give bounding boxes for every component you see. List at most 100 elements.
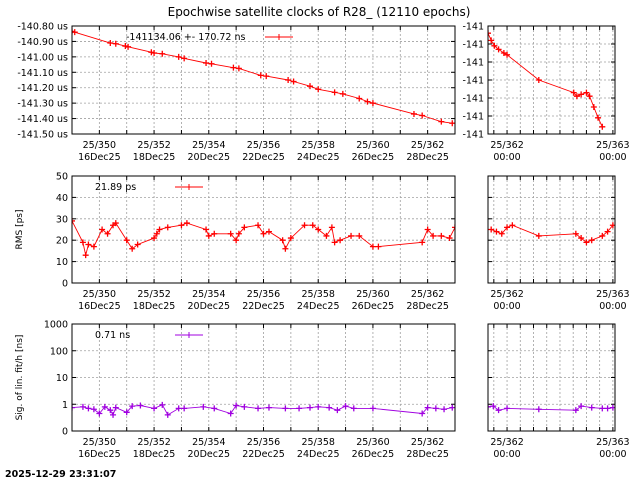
legend-marker: [186, 184, 192, 190]
data-point: [208, 60, 215, 67]
data-point: [334, 407, 341, 414]
data-point: [279, 237, 286, 244]
data-point: [255, 222, 262, 229]
data-point: [452, 224, 455, 231]
data-point: [263, 73, 270, 80]
data-point: [572, 230, 579, 237]
x-tick-sublabel: 24Dec25: [297, 301, 340, 312]
data-point: [178, 222, 185, 229]
data-point: [586, 93, 593, 100]
y-tick-label: -141.30 us: [17, 99, 68, 110]
data-point: [356, 95, 363, 102]
data-point: [430, 232, 437, 239]
data-point: [315, 403, 322, 410]
data-point: [265, 228, 272, 235]
data-point: [112, 220, 119, 227]
data-point: [348, 232, 355, 239]
data-point: [282, 245, 289, 252]
data-point: [285, 77, 292, 83]
data-point: [282, 405, 289, 412]
data-point: [211, 230, 218, 237]
data-point: [90, 406, 97, 413]
data-point: [175, 405, 182, 412]
data-point: [151, 50, 158, 56]
data-point: [595, 114, 602, 121]
y-tick-label: -141.50 us: [17, 130, 68, 141]
data-point: [323, 232, 330, 239]
y-tick-label: -141.10 us: [17, 68, 68, 79]
y-tick-label: 1000: [44, 320, 68, 331]
data-point: [134, 241, 141, 248]
data-point: [296, 405, 303, 412]
data-point: [112, 40, 119, 47]
x-tick-sublabel: 26Dec25: [352, 152, 395, 163]
y-tick-label: 10: [56, 257, 68, 268]
sigma-series: [72, 401, 455, 418]
data-point: [495, 46, 502, 53]
x-tick-sublabel: 22Dec25: [242, 301, 285, 312]
data-point: [337, 237, 344, 244]
series-line: [72, 404, 453, 416]
clock-zoom-panel: -141-141-141-141-141-141-14125/36200:002…: [462, 22, 629, 164]
data-point: [500, 50, 507, 56]
data-point: [227, 410, 234, 417]
data-point: [72, 28, 75, 35]
data-point: [535, 406, 542, 413]
data-point: [260, 230, 267, 237]
data-point: [424, 404, 431, 411]
data-point: [488, 30, 491, 37]
data-point: [107, 39, 114, 46]
data-point: [181, 55, 188, 62]
data-point: [328, 224, 335, 231]
data-point: [241, 403, 248, 410]
data-point: [375, 243, 382, 250]
data-point: [72, 29, 78, 36]
data-point: [369, 100, 376, 107]
data-point: [79, 403, 86, 410]
x-tick-label: 25/360: [356, 140, 389, 151]
data-point: [123, 237, 130, 244]
data-point: [257, 72, 264, 79]
data-point: [255, 405, 262, 412]
data-point: [301, 222, 308, 229]
x-tick-sublabel: 28Dec25: [406, 152, 449, 163]
plot-frame: [487, 25, 616, 135]
y-tick-label: -141.40 us: [17, 114, 68, 125]
x-tick-sublabel: 18Dec25: [133, 152, 176, 163]
data-point: [599, 232, 606, 239]
data-point: [203, 226, 210, 233]
x-tick-label: 25/363: [596, 289, 629, 300]
x-tick-sublabel: 22Dec25: [242, 152, 285, 163]
plot-frame: [71, 175, 456, 284]
x-tick-sublabel: 20Dec25: [188, 152, 231, 163]
x-tick-label: 25/352: [137, 289, 170, 300]
data-point: [307, 83, 314, 90]
x-tick-label: 25/352: [137, 140, 170, 151]
rms-series: [72, 217, 455, 259]
x-tick-sublabel: 20Dec25: [188, 301, 231, 312]
y-tick-label: 0: [62, 279, 68, 290]
x-tick-label: 25/362: [490, 437, 523, 448]
x-tick-label: 25/363: [596, 437, 629, 448]
x-tick-sublabel: 16Dec25: [78, 301, 121, 312]
data-point: [287, 235, 294, 242]
plot-frame: [71, 25, 456, 135]
data-point: [104, 230, 111, 237]
x-tick-label: 25/362: [490, 289, 523, 300]
y-tick-label: -141: [462, 76, 484, 87]
data-point: [438, 232, 445, 239]
data-point: [599, 405, 606, 412]
data-point: [331, 239, 338, 246]
legend-label: 0.71 ns: [95, 330, 130, 341]
x-tick-label: 25/362: [411, 289, 444, 300]
data-point: [175, 53, 182, 60]
x-tick-sublabel: 24Dec25: [297, 152, 340, 163]
x-tick-label: 25/362: [411, 437, 444, 448]
data-point: [491, 42, 498, 49]
data-point: [331, 89, 338, 96]
x-tick-sublabel: 00:00: [599, 152, 626, 163]
